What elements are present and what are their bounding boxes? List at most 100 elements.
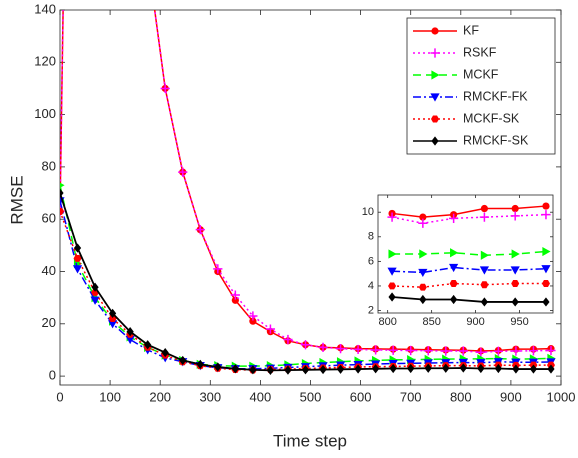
marker xyxy=(406,345,416,356)
y-tick-label: 2 xyxy=(368,304,374,316)
x-tick-label: 900 xyxy=(466,316,484,328)
marker xyxy=(372,364,380,374)
marker xyxy=(542,202,550,210)
marker xyxy=(430,48,440,58)
y-tick-label: 6 xyxy=(368,255,374,267)
x-tick-label: 800 xyxy=(450,389,472,404)
marker xyxy=(450,248,459,258)
marker xyxy=(283,334,293,345)
marker xyxy=(541,280,550,287)
marker xyxy=(407,363,415,374)
marker xyxy=(336,364,345,374)
marker xyxy=(335,344,346,354)
marker xyxy=(480,250,490,260)
marker xyxy=(125,335,135,345)
marker xyxy=(542,297,550,307)
y-tick-label: 80 xyxy=(42,158,56,173)
marker xyxy=(449,213,459,223)
marker xyxy=(160,83,170,94)
x-tick-label: 400 xyxy=(250,389,272,404)
marker xyxy=(529,364,538,374)
marker xyxy=(494,363,502,374)
y-tick-label: 20 xyxy=(42,315,56,330)
marker xyxy=(449,263,459,273)
marker xyxy=(265,324,276,334)
marker xyxy=(284,365,292,375)
marker xyxy=(249,317,257,325)
marker xyxy=(60,182,65,188)
marker xyxy=(511,346,521,356)
marker xyxy=(72,265,83,274)
marker xyxy=(108,320,118,329)
x-tick-label: 950 xyxy=(510,316,528,328)
marker xyxy=(476,347,486,357)
x-axis-title: Time step xyxy=(273,431,347,450)
marker xyxy=(423,346,433,356)
y-tick-label: 4 xyxy=(368,280,374,292)
y-tick-label: 60 xyxy=(42,211,56,226)
marker xyxy=(161,347,169,358)
marker xyxy=(450,294,458,305)
marker xyxy=(424,363,432,373)
marker xyxy=(510,266,520,275)
marker xyxy=(231,364,239,374)
legend-text: RMCKF-FK xyxy=(463,89,528,103)
marker xyxy=(418,283,427,291)
legend-text: MCKF xyxy=(463,67,499,81)
marker xyxy=(480,281,489,289)
marker xyxy=(109,308,117,318)
x-tick-label: 300 xyxy=(199,389,221,404)
marker xyxy=(195,225,205,235)
marker xyxy=(419,294,427,305)
marker xyxy=(249,365,257,375)
marker xyxy=(431,70,440,80)
series-line xyxy=(391,213,546,225)
marker xyxy=(126,327,134,337)
series-line xyxy=(391,205,547,218)
marker xyxy=(318,342,328,352)
marker xyxy=(511,280,520,287)
marker xyxy=(430,93,440,102)
marker xyxy=(388,282,397,290)
marker xyxy=(441,346,451,356)
marker xyxy=(418,268,428,278)
legend-box xyxy=(406,17,556,155)
y-tick-label: 40 xyxy=(42,263,56,278)
marker xyxy=(449,280,458,287)
series-area xyxy=(60,10,556,375)
marker xyxy=(459,363,467,373)
marker xyxy=(179,355,187,366)
marker xyxy=(230,290,240,300)
marker xyxy=(73,243,82,253)
x-tick-label: 800 xyxy=(378,316,396,328)
marker xyxy=(231,296,239,304)
x-tick-label: 100 xyxy=(99,389,121,404)
marker xyxy=(60,207,64,215)
marker xyxy=(480,297,489,307)
marker xyxy=(541,265,551,274)
marker xyxy=(91,282,99,292)
marker xyxy=(196,359,204,369)
marker xyxy=(547,364,555,374)
x-tick-label: 900 xyxy=(500,389,522,404)
marker xyxy=(388,345,398,355)
x-tick-label: 200 xyxy=(149,389,171,404)
marker xyxy=(510,211,520,221)
marker xyxy=(419,249,428,259)
marker xyxy=(431,115,439,123)
series-line xyxy=(391,296,546,303)
marker xyxy=(371,345,381,355)
marker xyxy=(479,212,490,222)
marker xyxy=(301,365,310,375)
marker xyxy=(541,210,551,220)
legend-text: RSKF xyxy=(463,45,497,59)
marker xyxy=(214,362,222,372)
marker xyxy=(388,292,396,302)
marker xyxy=(418,218,428,228)
y-tick-label: 140 xyxy=(34,1,56,16)
marker xyxy=(387,212,397,222)
marker xyxy=(388,249,397,259)
marker xyxy=(528,346,539,356)
marker xyxy=(431,136,439,146)
marker xyxy=(477,363,485,374)
